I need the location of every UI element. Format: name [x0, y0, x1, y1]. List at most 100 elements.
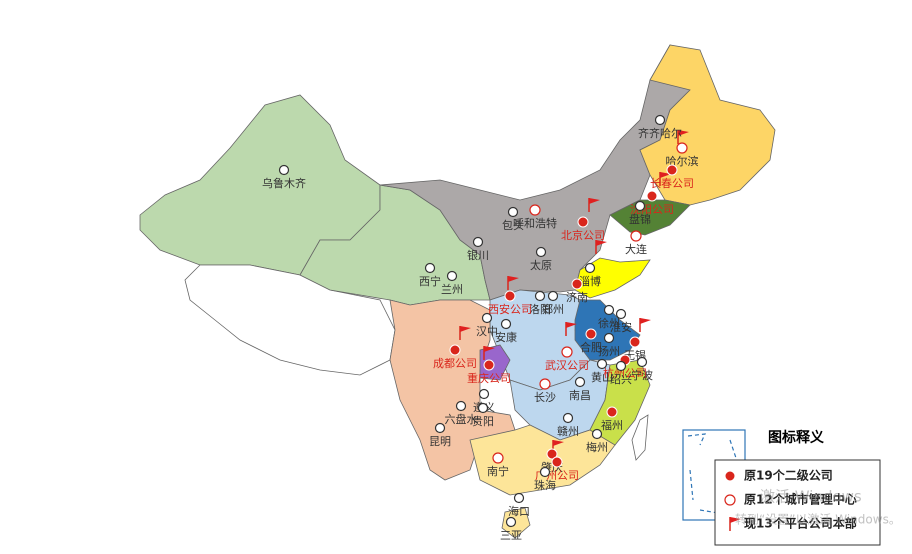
- region-taiwan: [631, 414, 649, 461]
- flag: [566, 322, 577, 328]
- flag: [460, 326, 471, 332]
- city-label: 西宁: [419, 274, 441, 288]
- city-marker: [539, 466, 551, 478]
- city-label: 安康: [495, 330, 517, 344]
- city-label: 昆明: [429, 435, 451, 448]
- city-marker: [591, 428, 603, 440]
- flag: [484, 346, 495, 352]
- city-label: 杭州公司: [603, 366, 647, 380]
- legend-title: 图标释义: [768, 429, 824, 446]
- flag: [596, 240, 607, 246]
- city-label: 梅州: [586, 440, 608, 454]
- city-label: 合肥: [580, 340, 602, 354]
- city-label: 六盘水: [445, 412, 478, 426]
- city-marker: [455, 400, 467, 412]
- flag: [730, 517, 741, 523]
- company-marker: [724, 470, 736, 482]
- city-label: 兰州: [441, 283, 463, 296]
- flag: [640, 318, 651, 324]
- company-marker: [504, 290, 516, 302]
- city-label: 汉中: [476, 325, 498, 338]
- city-label: 黄山: [591, 370, 613, 384]
- center-marker: [529, 204, 541, 216]
- company-marker: [571, 278, 583, 290]
- city-marker: [278, 164, 290, 176]
- city-label: 贵阳: [472, 415, 494, 428]
- region-chongqing: [479, 344, 511, 381]
- city-label: 北京公司: [561, 228, 605, 242]
- flag: [678, 130, 689, 136]
- city-label: 绍兴: [610, 372, 632, 386]
- city-marker: [500, 318, 512, 330]
- city-label: 海口: [508, 504, 530, 518]
- inset-lines: [687, 433, 741, 516]
- city-label: 福州: [601, 418, 623, 432]
- legend-item: 现13个平台公司本部: [744, 516, 857, 531]
- flag: [508, 276, 519, 282]
- region-south: [469, 424, 616, 496]
- company-marker: [585, 328, 597, 340]
- city-label: 武汉公司: [545, 359, 589, 372]
- center-marker: [630, 230, 642, 242]
- company-marker: [546, 448, 558, 460]
- center-marker: [724, 494, 736, 506]
- city-marker: [505, 516, 517, 528]
- city-marker: [603, 332, 615, 344]
- city-marker: [615, 360, 627, 372]
- city-label: 南昌: [569, 389, 591, 402]
- city-label: 乌鲁木齐: [262, 176, 306, 190]
- city-label: 长沙: [534, 391, 556, 404]
- company-marker: [629, 336, 641, 348]
- city-label: 大连: [625, 242, 647, 256]
- city-label: 宁波: [631, 368, 653, 382]
- city-marker: [634, 200, 646, 212]
- city-marker: [424, 262, 436, 274]
- city-label: 重庆公司: [467, 371, 511, 385]
- city-label: 淄博: [579, 275, 601, 288]
- city-label: 扬州: [598, 344, 620, 358]
- city-marker: [446, 270, 458, 282]
- center-marker: [561, 346, 573, 358]
- city-label: 西安公司: [488, 302, 532, 316]
- city-label: 成都公司: [433, 357, 477, 370]
- watermark-title: 激活 Windows: [760, 488, 862, 506]
- city-marker: [562, 412, 574, 424]
- city-marker: [636, 356, 648, 368]
- city-marker: [535, 246, 547, 258]
- legend-item: 原19个二级公司: [744, 468, 833, 483]
- company-marker: [483, 359, 495, 371]
- city-label: 银川: [467, 248, 489, 262]
- legend-item: 原12个城市管理中心: [744, 492, 857, 507]
- city-label: 南宁: [487, 464, 509, 478]
- city-label: 徐州: [598, 316, 620, 330]
- city-marker: [596, 358, 608, 370]
- city-marker: [478, 388, 490, 400]
- company-marker: [666, 164, 678, 176]
- city-marker: [507, 206, 519, 218]
- company-marker: [551, 456, 563, 468]
- city-label: 盘锦: [629, 212, 651, 226]
- city-label: 太原: [530, 259, 552, 272]
- city-marker: [534, 290, 546, 302]
- city-label: 呼和浩特: [513, 216, 557, 230]
- city-marker: [481, 312, 493, 324]
- company-marker: [577, 216, 589, 228]
- center-marker: [539, 378, 551, 390]
- city-label: 包头: [502, 219, 524, 232]
- city-label: 三亚: [500, 529, 522, 542]
- company-marker: [606, 406, 618, 418]
- provinces: [139, 44, 776, 539]
- city-marker: [574, 376, 586, 388]
- city-marker: [513, 492, 525, 504]
- city-label: 长春公司: [650, 177, 694, 190]
- city-label: 济南: [566, 290, 588, 304]
- watermark-text: 转到“设置”以激活 Windows。: [735, 512, 901, 527]
- city-marker: [584, 262, 596, 274]
- city-marker: [434, 422, 446, 434]
- city-label: 洛阳: [529, 302, 551, 316]
- legend-box: [714, 459, 881, 546]
- city-label: 齐齐哈尔: [638, 126, 682, 140]
- city-marker: [547, 290, 559, 302]
